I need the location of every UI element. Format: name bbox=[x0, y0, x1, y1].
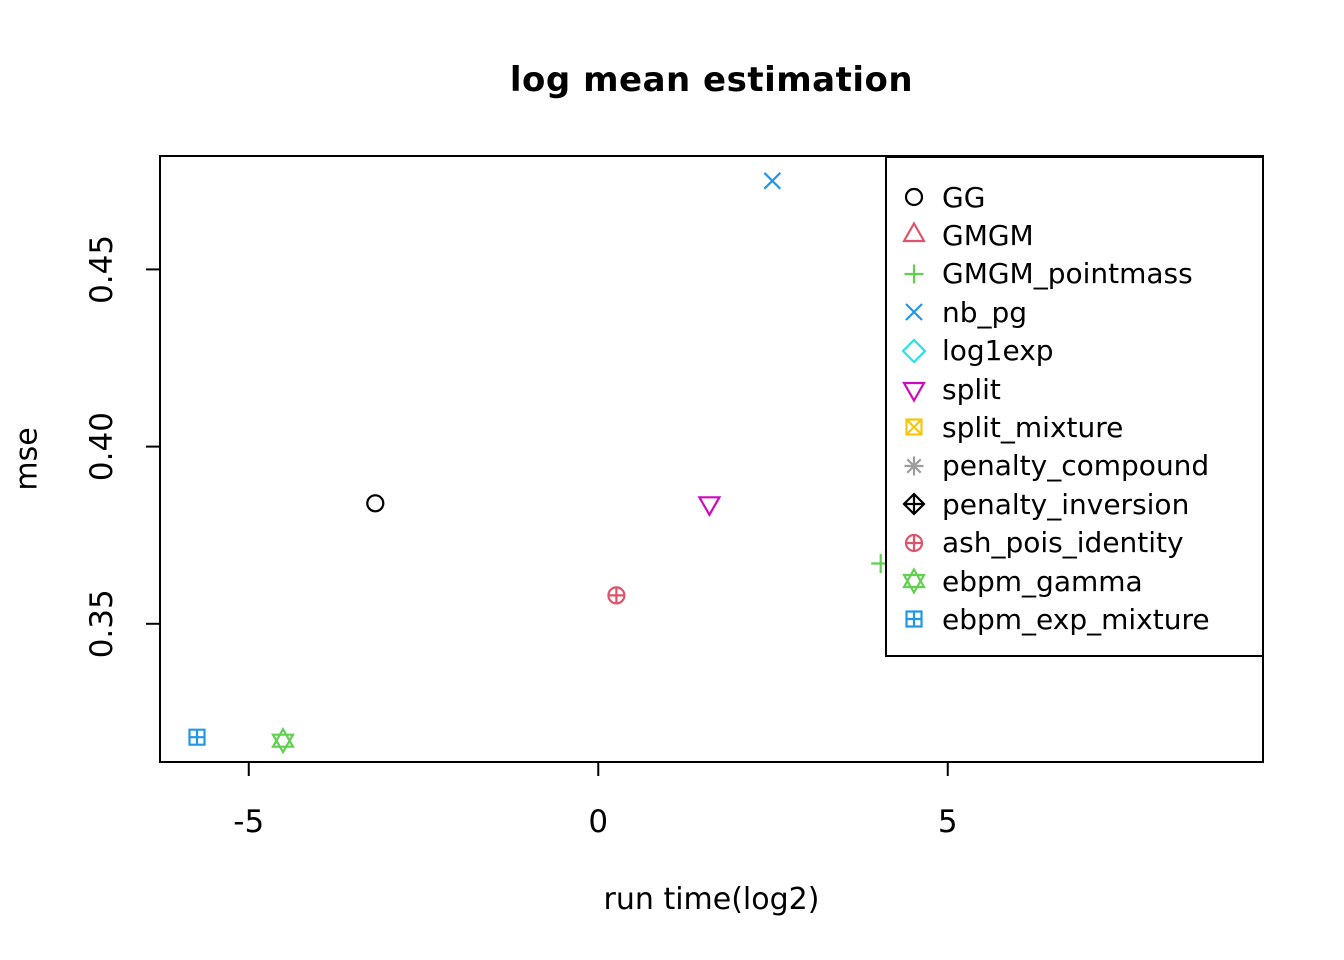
x-tick-label: 5 bbox=[938, 804, 958, 840]
legend-item-penalty_inversion: penalty_inversion bbox=[899, 487, 1190, 521]
chart-title: log mean estimation bbox=[509, 60, 914, 100]
legend-label: split_mixture bbox=[942, 410, 1124, 444]
legend-label: log1exp bbox=[942, 334, 1054, 368]
x-tick-label: -5 bbox=[233, 804, 264, 840]
y-axis-label: mse bbox=[9, 427, 45, 491]
legend-item-GMGM: GMGM bbox=[899, 218, 1034, 252]
legend-symbol-circle-plus-icon bbox=[904, 533, 924, 552]
x-axis-label: run time(log2) bbox=[603, 882, 820, 917]
legend-symbol-diamond-plus-icon bbox=[902, 492, 926, 516]
legend-symbol-square-plus-icon bbox=[905, 610, 923, 628]
legend-symbol-diamond-icon bbox=[901, 338, 927, 364]
point-nb_pg bbox=[763, 172, 782, 190]
legend-item-penalty_compound: penalty_compound bbox=[899, 449, 1210, 483]
legend-label: GMGM bbox=[942, 218, 1034, 252]
legend: GG GMGM GMGM_pointmass nb_pg log1exp split spl… bbox=[885, 156, 1264, 657]
legend-label: penalty_compound bbox=[942, 449, 1210, 483]
legend-label: ebpm_gamma bbox=[942, 564, 1143, 598]
legend-label: nb_pg bbox=[942, 295, 1028, 329]
legend-symbol-plus-icon bbox=[904, 264, 924, 284]
legend-label: split bbox=[942, 372, 1001, 406]
point-ebpm_exp_mixture bbox=[188, 728, 206, 746]
point-GG bbox=[366, 494, 385, 513]
legend-item-ash_pois_identity: ash_pois_identity bbox=[899, 526, 1184, 560]
legend-symbol-square-x-icon bbox=[905, 418, 923, 436]
legend-item-ebpm_gamma: ebpm_gamma bbox=[899, 564, 1143, 598]
legend-label: GMGM_pointmass bbox=[942, 257, 1193, 291]
legend-item-split_mixture: split_mixture bbox=[899, 410, 1124, 444]
legend-label: GG bbox=[942, 180, 986, 214]
legend-symbol-triangle-up-icon bbox=[902, 221, 926, 243]
y-tick-label: 0.45 bbox=[84, 235, 120, 304]
legend-item-nb_pg: nb_pg bbox=[899, 295, 1028, 329]
legend-item-GG: GG bbox=[899, 180, 986, 214]
x-tick-label: 0 bbox=[588, 804, 608, 840]
point-ebpm_gamma bbox=[271, 726, 295, 755]
legend-item-GMGM_pointmass: GMGM_pointmass bbox=[899, 257, 1193, 291]
legend-item-ebpm_exp_mixture: ebpm_exp_mixture bbox=[899, 602, 1210, 636]
legend-symbol-x-icon bbox=[905, 303, 923, 321]
legend-item-log1exp: log1exp bbox=[899, 334, 1054, 368]
legend-label: penalty_inversion bbox=[942, 487, 1190, 521]
legend-label: ash_pois_identity bbox=[942, 526, 1184, 560]
point-ash_pois_identity bbox=[607, 586, 626, 605]
legend-symbol-asterisk-icon bbox=[904, 456, 924, 476]
point-split bbox=[697, 496, 722, 518]
legend-symbol-triangle-down-icon bbox=[902, 381, 926, 403]
y-tick-label: 0.40 bbox=[84, 412, 120, 481]
legend-symbol-circle-icon bbox=[904, 187, 924, 207]
legend-item-split: split bbox=[899, 372, 1001, 406]
legend-label: ebpm_exp_mixture bbox=[942, 602, 1210, 636]
y-tick-label: 0.35 bbox=[84, 589, 120, 658]
legend-symbol-hexagram-icon bbox=[902, 567, 926, 595]
